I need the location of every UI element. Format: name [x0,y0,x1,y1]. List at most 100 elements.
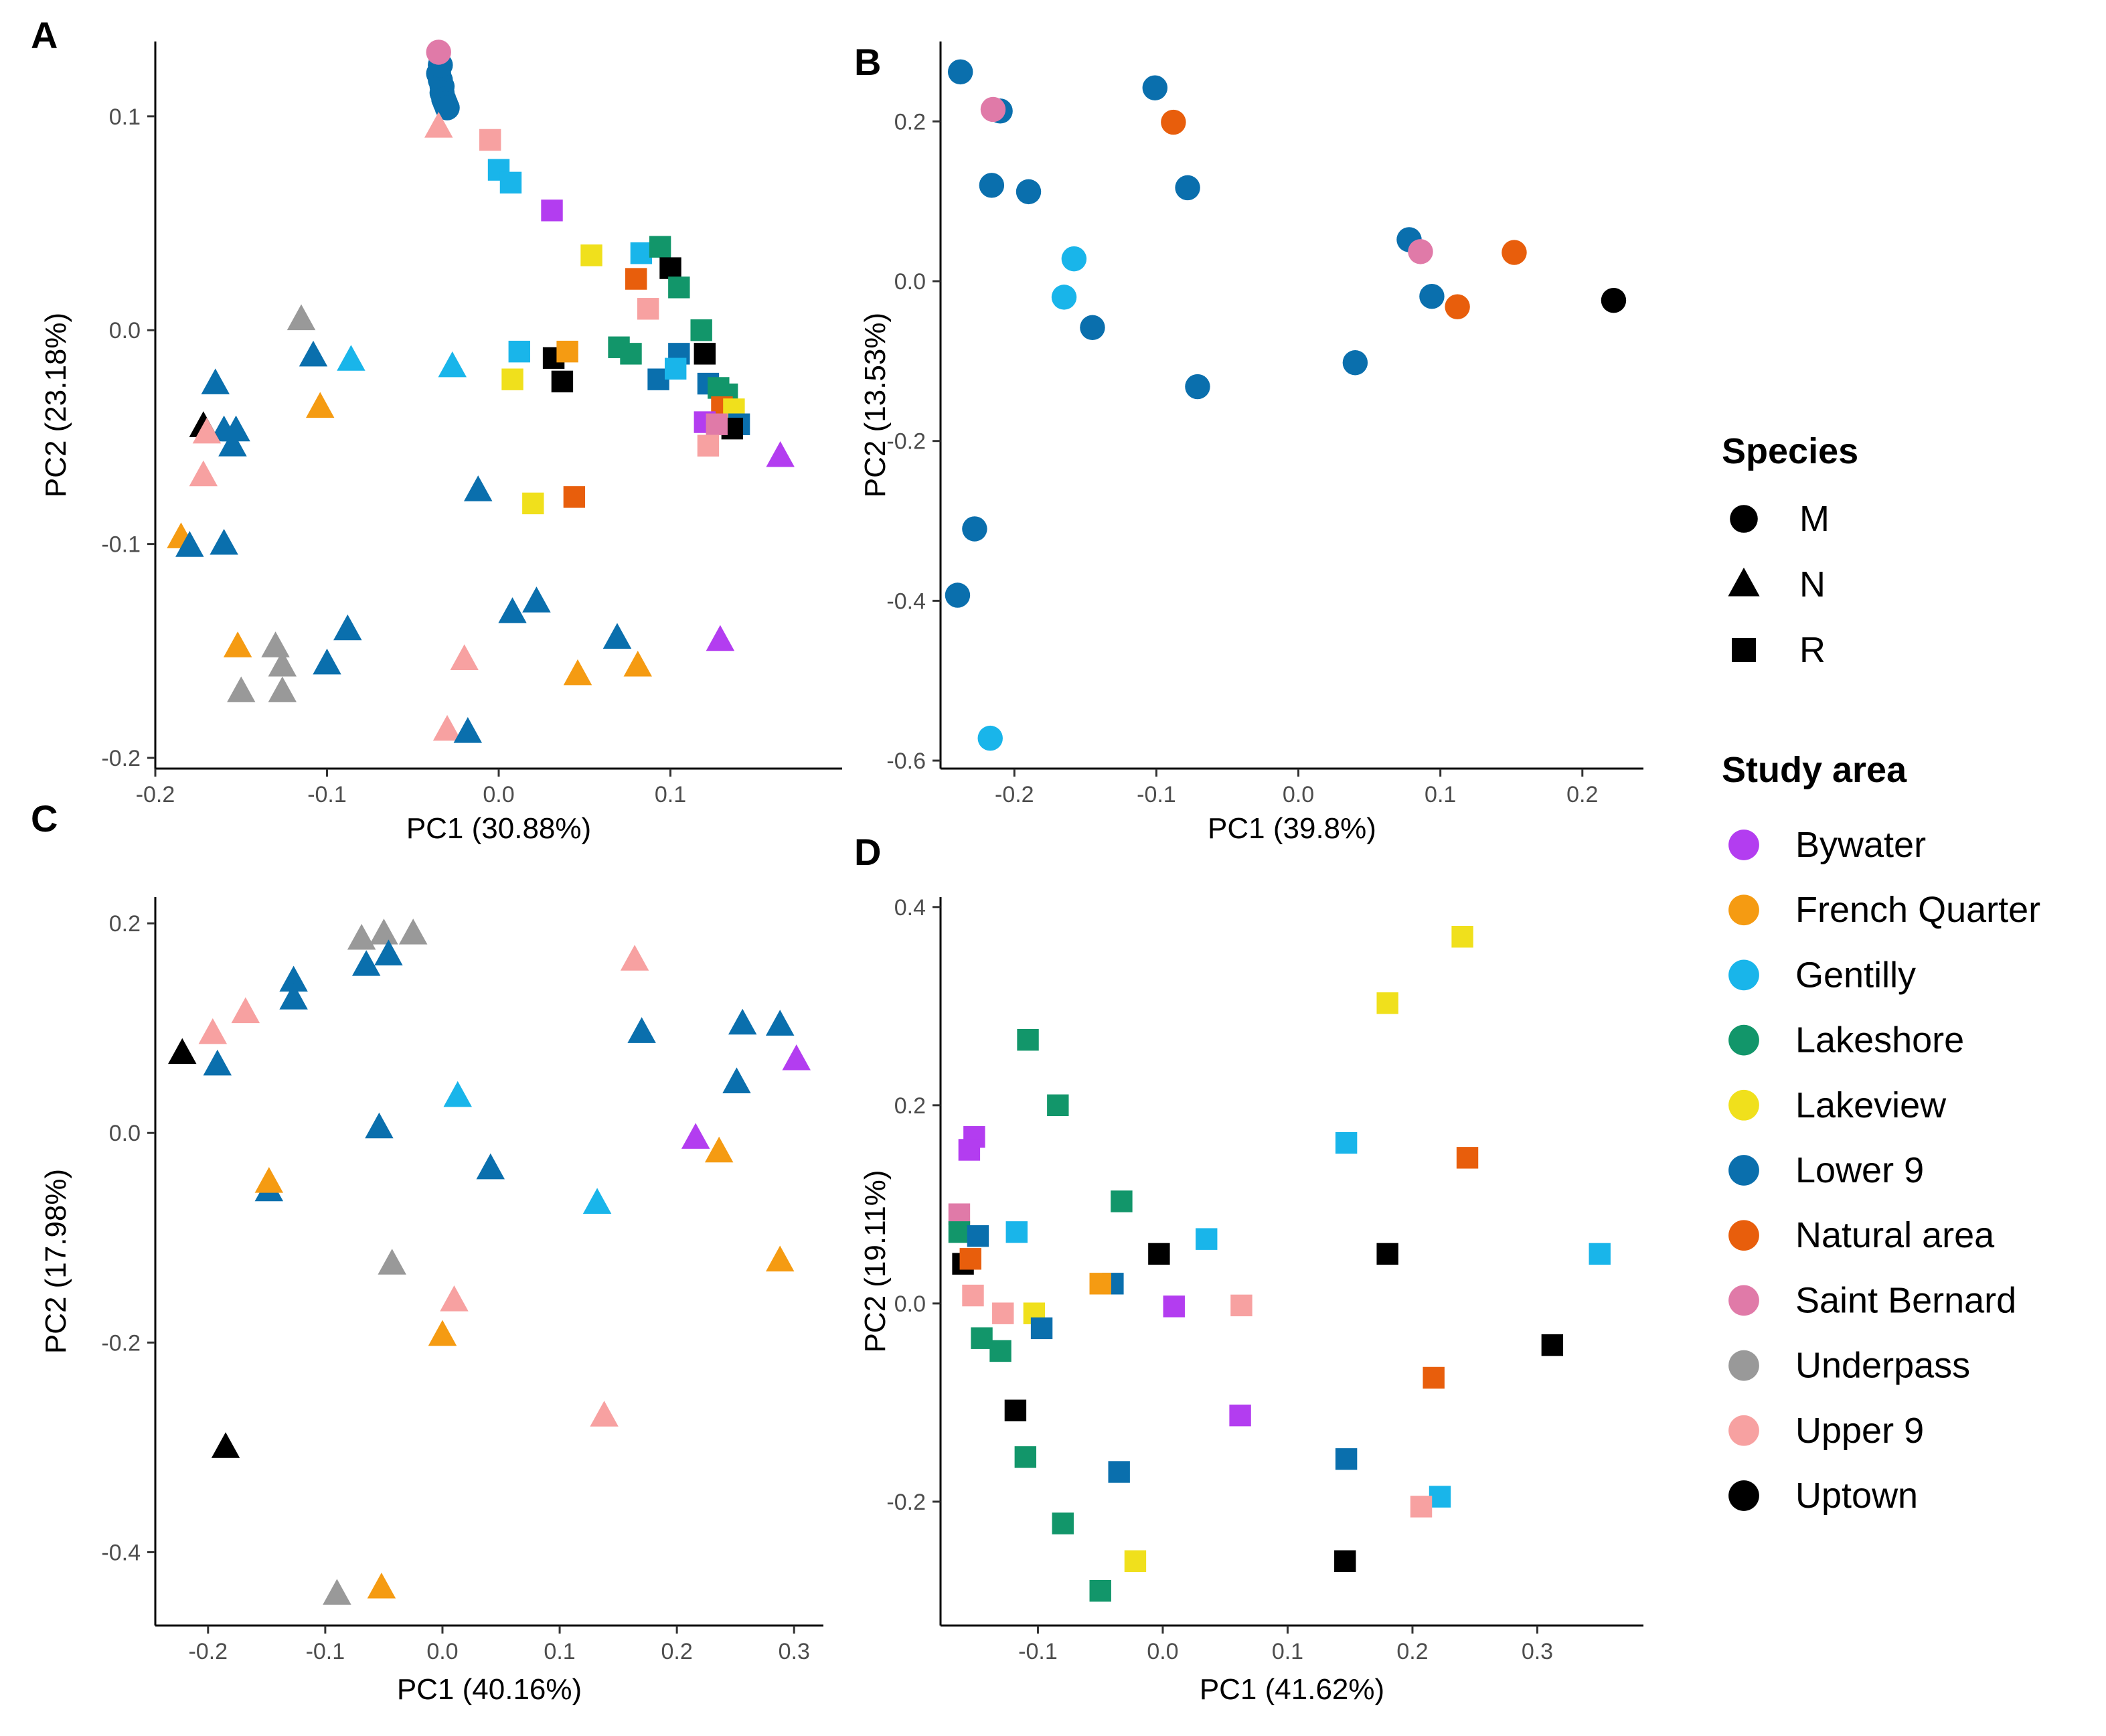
panel-a-point-lakeshore-r [649,236,671,258]
panel-c-point-underpass-n [398,919,428,945]
panel-a-point-uptown-r [694,343,716,365]
panel-a-y-tick-label: -0.2 [101,746,141,771]
panel-a-point-french-quarter-n [223,631,252,657]
panel-b-point-lower-9-m [962,516,987,542]
panel-a-point-gentilly-n [337,345,366,371]
panel-a-point-lakeshore-r [668,277,690,299]
panel-c-point-french-quarter-n [704,1136,734,1163]
panel-b-y-tick-label: 0.0 [894,269,926,295]
panel-b-point-lower-9-m [1419,283,1445,309]
panel-d-point-upper-9-r [1230,1294,1252,1317]
panel-b-point-gentilly-m [1051,285,1077,310]
panel-a-point-natural-area-r [625,268,647,290]
panel-c-point-lower-9-n [374,939,403,965]
panel-c-point-lower-9-n [279,983,308,1010]
panel-d-point-natural-area-r [1456,1147,1479,1169]
legend-area-gentilly: Gentilly [1728,955,1916,995]
panel-c-label: C [31,797,58,840]
legend-species-label: R [1799,630,1826,670]
panel-d-point-gentilly-r [1429,1486,1451,1508]
legend: Species MNR Study area Bywater French Qua… [1722,431,2040,1516]
panel-b-point-lower-9-m [945,582,971,608]
panel-d-y-axis-title: PC2 (19.11%) [859,1170,892,1352]
legend-area-upper-9-swatch [1728,1415,1759,1446]
panel-c-point-uptown-n [211,1432,240,1458]
panel-c-point-lower-9-n [722,1067,751,1093]
panel-a-y-tick-label: 0.1 [109,104,141,130]
legend-area-underpass-swatch [1728,1350,1759,1381]
panel-c-points [168,919,811,1605]
panel-d-point-lakeshore-r [948,1221,971,1243]
panel-d-point-gentilly-r [1196,1228,1218,1250]
panel-b-y-tick-label: -0.6 [886,748,926,774]
panel-b-x-tick-label: 0.2 [1566,782,1598,807]
panel-a-point-upper-9-n [189,460,218,487]
panel-d-point-bywater-r [1229,1404,1251,1427]
panel-b-point-saint-bernard-m [980,96,1006,123]
legend-species-label: N [1799,564,1826,605]
panel-a-point-upper-9-n [432,714,462,741]
legend-species-title: Species [1722,431,1858,471]
panel-b: B -0.2 -0.1 0.0 0.1 0.2 -0.6 -0.4 -0.2 0.0 0.2 PC1 … [854,41,1643,845]
legend-area-uptown: Uptown [1728,1476,1918,1516]
panel-d-point-uptown-r [1004,1399,1027,1421]
panel-b-point-uptown-m [1601,287,1627,313]
panel-c-point-bywater-n [782,1044,811,1071]
legend-species-triangle-icon [1728,567,1760,597]
panel-d-point-lakeshore-r [971,1327,993,1349]
panel-c-y-tick-label: 0.0 [109,1121,141,1146]
panel-d-points [948,926,1611,1602]
panel-a-point-lower-9-n [522,586,551,613]
panel-d-point-bywater-r [1163,1295,1185,1318]
panel-b-point-natural-area-m [1445,294,1470,319]
panel-d-point-lower-9-r [1335,1448,1358,1470]
panel-a-y-tick-label: -0.1 [101,532,141,558]
panel-a-point-gentilly-n [438,351,467,378]
panel-a-point-lower-9-n [299,340,328,367]
panel-a-point-lakeshore-r [620,343,642,365]
panel-a-point-french-quarter-r [556,340,578,363]
panel-a-y-tick-label: 0.0 [109,318,141,343]
panel-a-point-underpass-n [287,304,316,331]
panel-a-point-uptown-r [551,370,574,393]
legend-species-label: M [1799,499,1830,539]
legend-area-natural-area-swatch [1728,1220,1759,1251]
panel-c-point-uptown-n [168,1038,197,1064]
panel-a-point-bywater-n [766,441,795,467]
panel-d-point-upper-9-r [992,1302,1014,1324]
panel-b-point-lower-9-m [1342,350,1368,376]
panel-b-label: B [854,41,881,83]
panel-c-x-tick-label: -0.2 [188,1639,228,1664]
panel-b-point-lower-9-m [1175,175,1200,201]
legend-area-upper-9: Upper 9 [1728,1411,1924,1451]
legend-area-label: Uptown [1795,1476,1918,1516]
panel-a-point-underpass-n [268,651,297,677]
panel-c-point-upper-9-n [590,1401,619,1427]
panel-a-x-axis-title: PC1 (30.88%) [406,812,591,845]
legend-area-lakeshore: Lakeshore [1728,1020,1964,1060]
panel-a-point-upper-9-n [450,644,479,670]
panel-b-y-axis-title: PC2 (13.53%) [859,313,892,497]
panel-a-point-bywater-r [541,200,563,222]
legend-area-lower-9-swatch [1728,1155,1759,1186]
panel-c-point-underpass-n [347,923,376,950]
panel-a-point-upper-9-n [424,112,453,138]
legend-area-label: Underpass [1795,1346,1970,1386]
panel-a-point-gentilly-r [664,358,687,380]
panel-d-point-upper-9-r [962,1284,984,1307]
panel-d-x-tick-label: -0.1 [1018,1639,1058,1664]
panel-c-y-tick-label: -0.2 [101,1330,141,1356]
legend-area-label: Upper 9 [1795,1411,1924,1451]
panel-b-points [945,59,1627,751]
legend-area-label: Lakeview [1795,1085,1947,1125]
legend-area-label: Saint Bernard [1795,1280,2016,1320]
panel-d-point-uptown-r [1148,1243,1170,1265]
legend-area-saint-bernard: Saint Bernard [1728,1280,2016,1320]
legend-species-square-icon [1732,638,1756,662]
panel-d-point-lakeshore-r [1089,1579,1111,1602]
panel-d-point-natural-area-r [959,1248,981,1270]
panel-d-y-tick-label: 0.4 [894,895,926,921]
legend-area-uptown-swatch [1728,1480,1759,1511]
legend-area-bywater: Bywater [1728,825,1926,865]
panel-c-point-bywater-n [681,1123,710,1149]
